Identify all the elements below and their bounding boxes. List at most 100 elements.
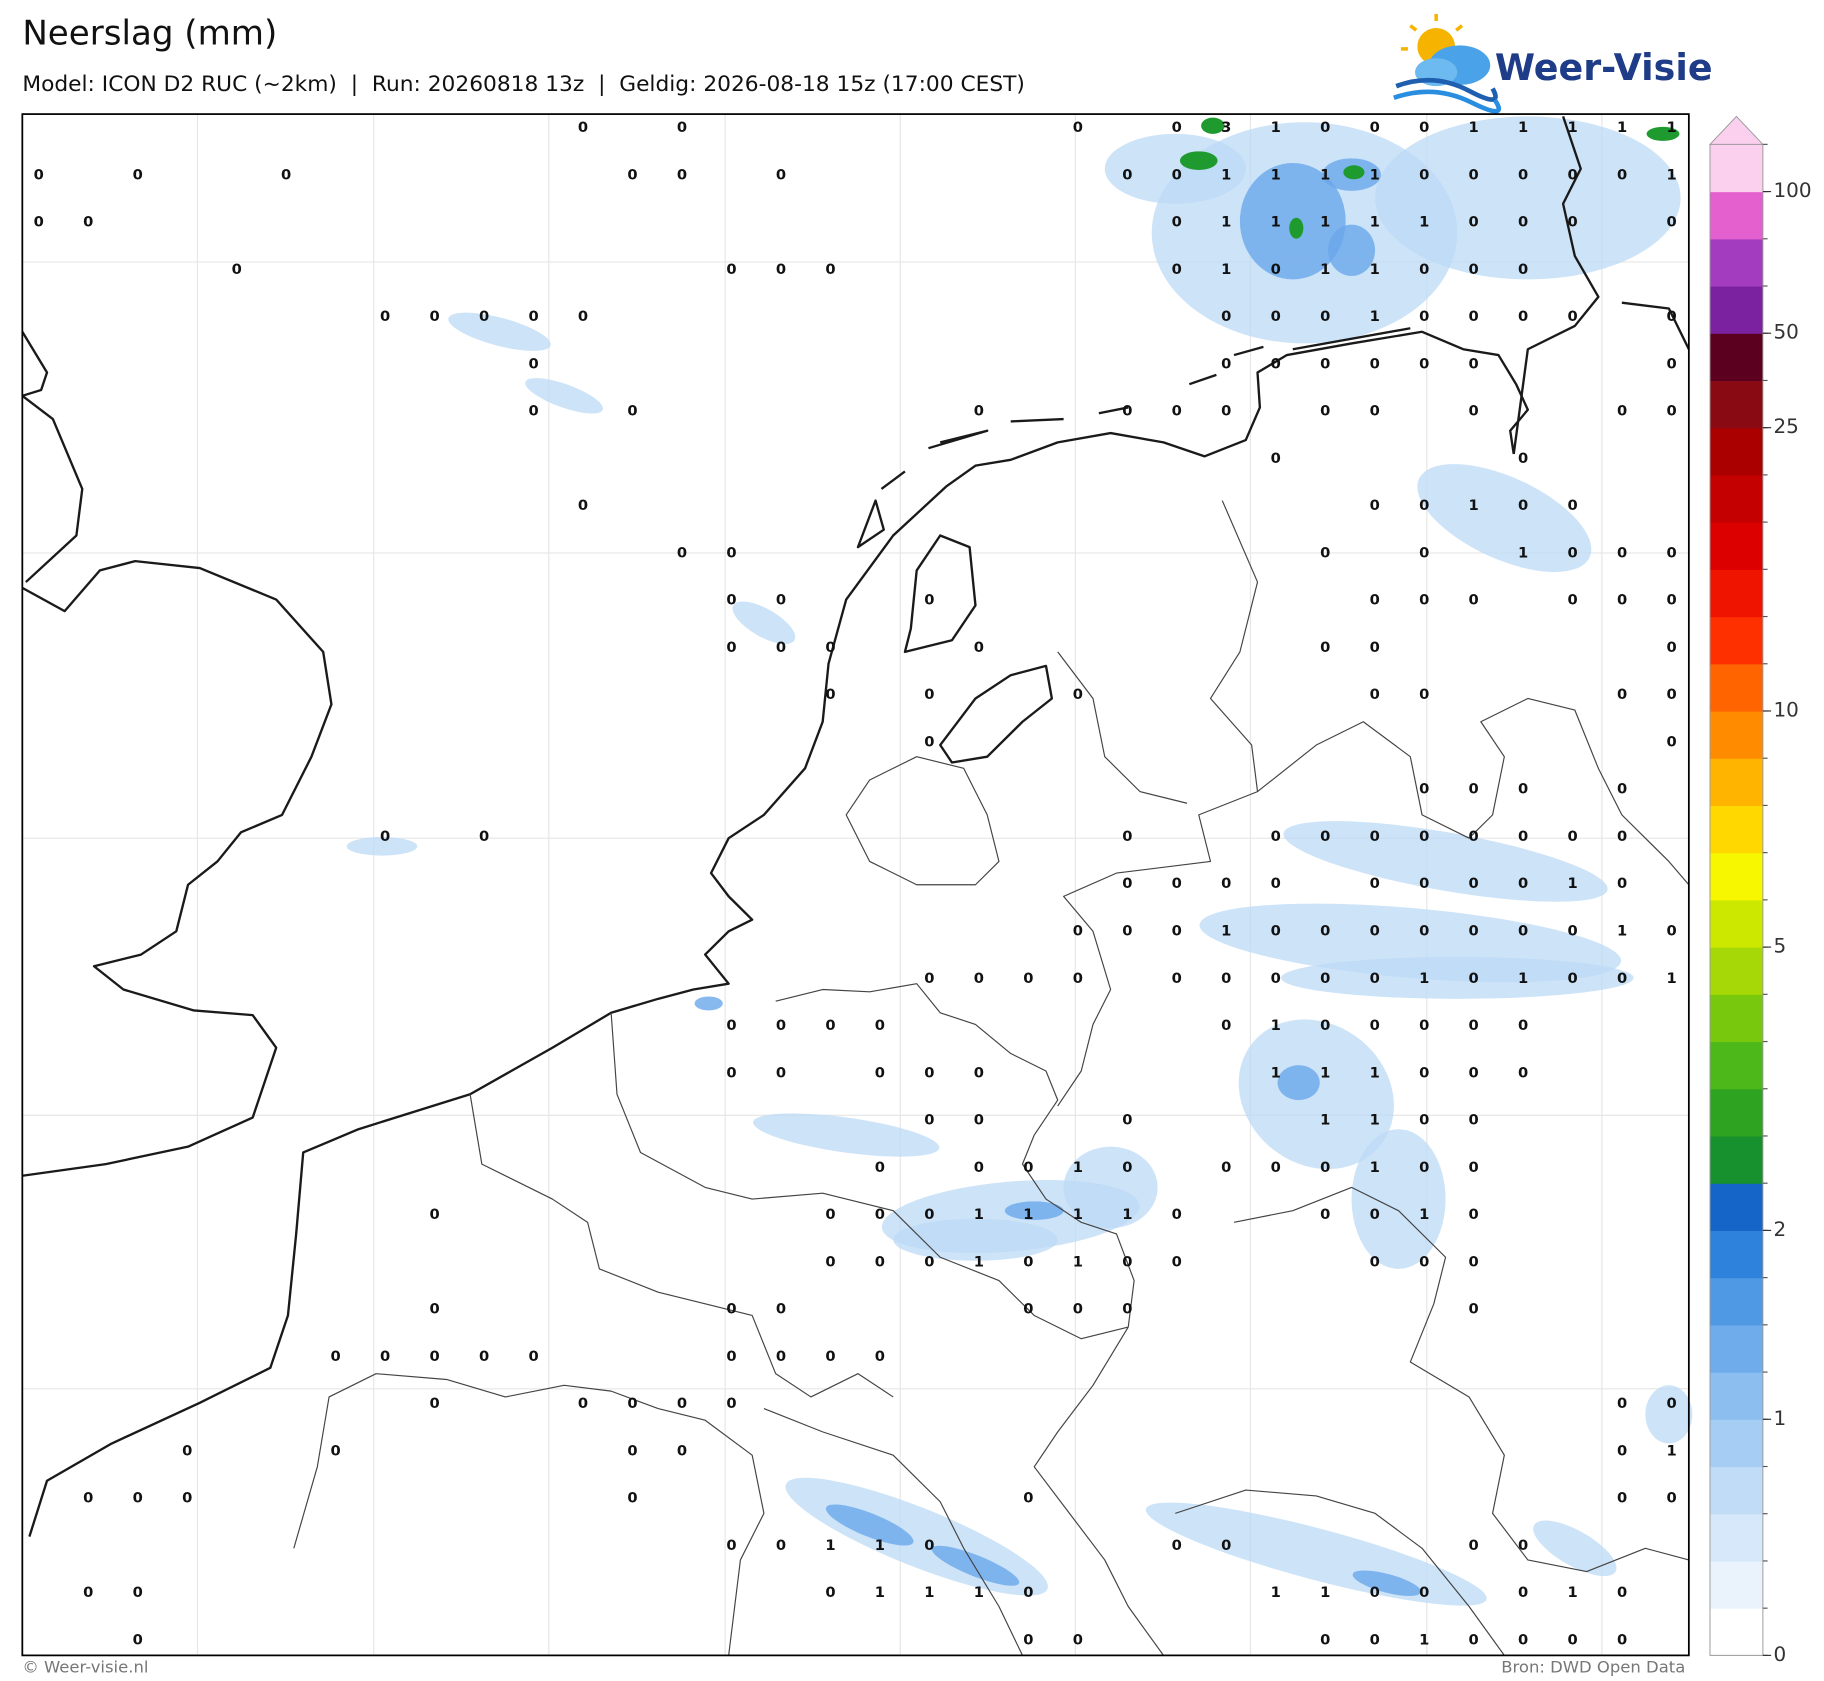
grid-value: 0	[974, 403, 984, 420]
grid-value: 0	[1617, 1490, 1627, 1507]
grid-value: 0	[1320, 355, 1330, 372]
grid-value: 1	[1271, 1017, 1281, 1034]
grid-value: 0	[1419, 1679, 1429, 1681]
grid-value: 0	[1419, 1159, 1429, 1176]
grid-value: 0	[1469, 1064, 1479, 1081]
grid-value: 0	[1568, 214, 1578, 231]
grid-value: 0	[1172, 119, 1182, 136]
grid-value: 0	[825, 1017, 835, 1034]
grid-value: 1	[825, 1537, 835, 1554]
grid-value: 0	[627, 1395, 637, 1412]
colorbar-segment	[1710, 1277, 1763, 1326]
grid-value: 0	[1518, 214, 1528, 231]
grid-value: 0	[1518, 261, 1528, 278]
grid-value: 0	[1469, 875, 1479, 892]
grid-value: 1	[974, 1253, 984, 1270]
grid-value: 0	[1370, 355, 1380, 372]
grid-value: 0	[1172, 1537, 1182, 1554]
colorbar-segment	[1710, 238, 1763, 287]
grid-value: 1	[875, 1537, 885, 1554]
colorbar-segment	[1710, 1372, 1763, 1420]
grid-value: 1	[1271, 214, 1281, 231]
grid-value: 1	[1370, 214, 1380, 231]
grid-value: 0	[1617, 403, 1627, 420]
grid-value: 0	[875, 1348, 885, 1365]
grid-value: 0	[776, 1017, 786, 1034]
grid-value: 0	[1122, 1253, 1132, 1270]
grid-value: 0	[1023, 1159, 1033, 1176]
grid-value: 0	[776, 261, 786, 278]
grid-value: 1	[1617, 923, 1627, 940]
grid-value: 0	[1419, 119, 1429, 136]
grid-value: 0	[825, 1206, 835, 1223]
grid-value: 0	[1518, 308, 1528, 325]
grid-value: 0	[1122, 166, 1132, 183]
grid-value: 0	[1666, 1679, 1676, 1681]
grid-value: 0	[825, 639, 835, 656]
colorbar-segment	[1710, 1135, 1763, 1184]
grid-value: 0	[380, 828, 390, 845]
grid-value: 0	[1320, 1632, 1330, 1649]
grid-value: 0	[1172, 214, 1182, 231]
grid-value: 0	[34, 214, 44, 231]
grid-value: 0	[1370, 875, 1380, 892]
grid-value: 0	[1469, 923, 1479, 940]
grid-value: 0	[1617, 166, 1627, 183]
grid-value: 0	[1320, 970, 1330, 987]
grid-value: 0	[1419, 592, 1429, 609]
grid-value: 1	[1518, 119, 1528, 136]
grid-value: 0	[1370, 923, 1380, 940]
grid-value: 0	[1370, 1206, 1380, 1223]
grid-value: 1	[1320, 214, 1330, 231]
colorbar-segment	[1710, 805, 1763, 854]
grid-value: 0	[1370, 1253, 1380, 1270]
coastlines	[21, 116, 1690, 1537]
grid-value: 0	[479, 1348, 489, 1365]
grid-value: 0	[1023, 1584, 1033, 1601]
grid-value: 0	[1617, 1584, 1627, 1601]
colorbar-segment	[1710, 380, 1763, 429]
grid-value: 0	[1221, 1159, 1231, 1176]
grid-value: 0	[1320, 828, 1330, 845]
grid-value: 0	[1122, 923, 1132, 940]
grid-value: 0	[1518, 1064, 1528, 1081]
colorbar-segment	[1710, 1560, 1763, 1609]
title: Neerslag (mm)	[22, 14, 277, 53]
grid-value: 0	[825, 686, 835, 703]
grid-value: 1	[1518, 970, 1528, 987]
grid-value: 0	[776, 639, 786, 656]
colorbar-segment	[1710, 710, 1763, 759]
grid-value: 1	[1370, 166, 1380, 183]
grid-value: 0	[1419, 1112, 1429, 1129]
colorbar-segment	[1710, 522, 1763, 570]
grid-value: 0	[924, 1206, 934, 1223]
grid-value: 0	[1221, 403, 1231, 420]
colorbar-segment	[1710, 474, 1763, 523]
grid-value: 1	[974, 1584, 984, 1601]
grid-value: 1	[1023, 1206, 1033, 1223]
grid-value: 0	[1617, 1442, 1627, 1459]
colorbar-segment	[1710, 569, 1763, 618]
grid-value: 0	[1568, 592, 1578, 609]
colorbar-segment	[1710, 1608, 1763, 1656]
grid-value: 0	[1370, 1584, 1380, 1601]
grid-value: 0	[34, 166, 44, 183]
grid-value: 0	[677, 166, 687, 183]
grid-value: 0	[430, 1301, 440, 1318]
grid-value: 1	[1419, 970, 1429, 987]
grid-value: 0	[1419, 544, 1429, 561]
grid-value: 0	[974, 1064, 984, 1081]
colorbar-segment	[1710, 1466, 1763, 1515]
grid-value: 0	[578, 308, 588, 325]
grid-value: 1	[1666, 119, 1676, 136]
grid-value: 0	[1320, 1679, 1330, 1681]
grid-value: 1	[1073, 1206, 1083, 1223]
copyright: © Weer-visie.nl	[22, 1658, 148, 1677]
grid-value: 0	[1666, 544, 1676, 561]
grid-value: 0	[1320, 639, 1330, 656]
grid-value: 1	[1320, 166, 1330, 183]
